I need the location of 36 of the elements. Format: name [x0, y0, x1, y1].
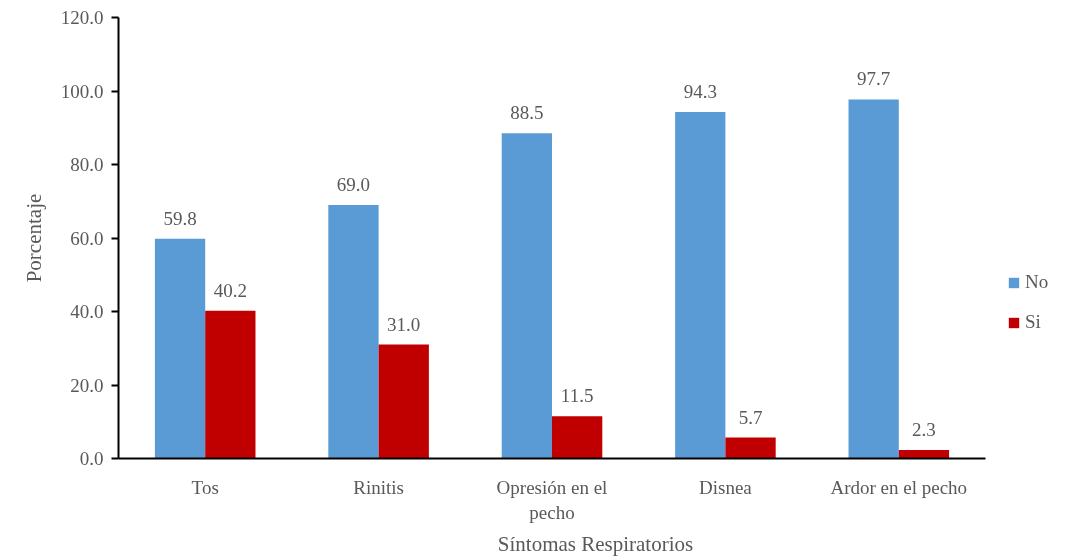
bar: [154, 238, 206, 459]
bar: [725, 437, 776, 459]
data-label: 40.2: [213, 279, 247, 301]
data-label: 94.3: [683, 80, 717, 102]
data-label: 69.0: [336, 173, 371, 195]
data-label: 88.5: [510, 102, 544, 124]
data-label: 11.5: [560, 385, 594, 407]
bar: [898, 450, 950, 459]
legend-label: Si: [1025, 311, 1042, 333]
y-tick-label: 0.0: [79, 448, 104, 469]
data-label: 2.3: [912, 419, 936, 441]
data-label: 5.7: [738, 406, 763, 428]
bar: [552, 416, 603, 459]
x-axis-title: Síntomas Respiratorios: [497, 531, 694, 556]
data-label: 97.7: [857, 68, 891, 90]
data-label: 59.8: [163, 207, 197, 229]
y-tick-label: 40.0: [70, 301, 104, 322]
bar: [501, 133, 552, 459]
x-tick-label: Disnea: [699, 476, 753, 498]
bar: [378, 344, 429, 459]
y-tick-label: 100.0: [60, 80, 104, 102]
x-tick-label: Rinitis: [353, 476, 404, 498]
bar: [848, 99, 899, 459]
y-axis-title: Porcentaje: [21, 193, 46, 283]
data-label: 31.0: [387, 313, 421, 335]
y-tick-label: 80.0: [70, 154, 104, 175]
bar: [328, 204, 379, 459]
x-tick-label: Tos: [191, 476, 219, 498]
y-tick-label: 120.0: [60, 7, 104, 28]
y-tick-label: 60.0: [70, 227, 104, 249]
legend-label: No: [1025, 271, 1049, 293]
y-tick-label: 20.0: [70, 374, 104, 396]
bar: [205, 310, 256, 459]
x-tick-label: Opresión en el pecho: [496, 476, 608, 523]
x-tick-label: Ardor en el pecho: [830, 476, 968, 498]
bar: [675, 111, 726, 459]
